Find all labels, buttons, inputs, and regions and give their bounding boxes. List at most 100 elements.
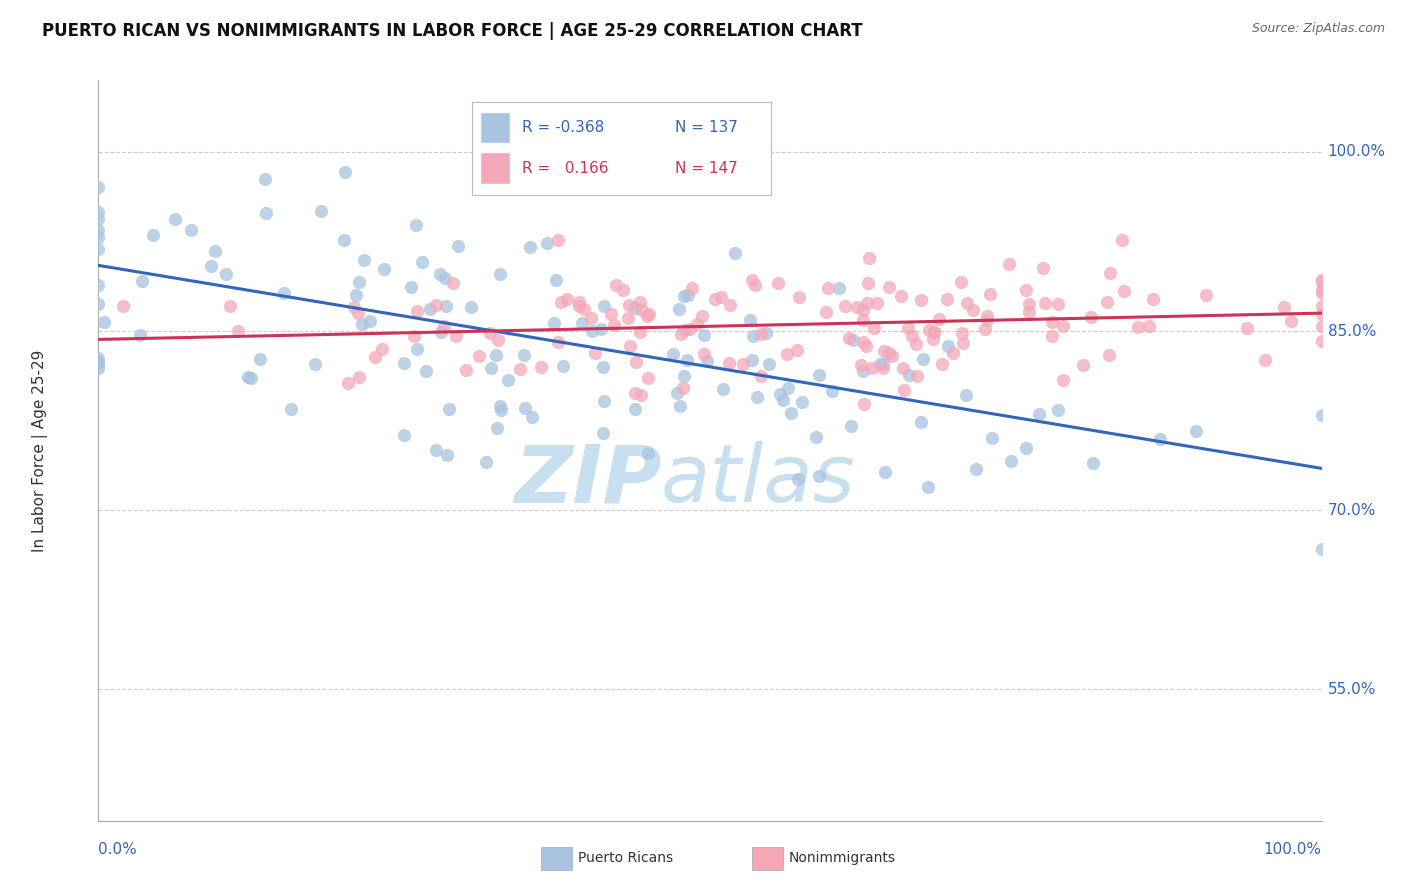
Point bbox=[347, 305, 370, 319]
Point bbox=[87, 351, 110, 365]
Point bbox=[744, 277, 766, 292]
Point bbox=[873, 344, 896, 359]
Point bbox=[852, 313, 875, 327]
Point bbox=[877, 279, 900, 293]
Point bbox=[779, 406, 801, 420]
Point bbox=[637, 446, 659, 460]
Point bbox=[998, 257, 1021, 271]
Point bbox=[856, 296, 879, 310]
Point bbox=[638, 306, 661, 320]
Point bbox=[901, 329, 924, 343]
Point bbox=[87, 355, 110, 369]
Text: Source: ZipAtlas.com: Source: ZipAtlas.com bbox=[1251, 22, 1385, 36]
Point bbox=[1236, 321, 1258, 335]
Point bbox=[745, 390, 768, 404]
Point bbox=[880, 349, 903, 363]
Point bbox=[893, 383, 915, 397]
Point bbox=[474, 455, 496, 469]
Point bbox=[1033, 296, 1056, 310]
Text: 55.0%: 55.0% bbox=[1327, 681, 1376, 697]
Point bbox=[496, 373, 519, 387]
Point bbox=[437, 402, 460, 417]
Point bbox=[866, 295, 889, 310]
Point bbox=[838, 331, 860, 345]
Point bbox=[547, 334, 569, 349]
Point bbox=[1111, 233, 1133, 247]
Point bbox=[592, 425, 614, 440]
Point bbox=[910, 415, 932, 429]
Point bbox=[912, 351, 935, 366]
Point bbox=[488, 399, 510, 413]
Point bbox=[976, 309, 998, 323]
Point bbox=[446, 329, 468, 343]
Point bbox=[924, 325, 946, 339]
Point bbox=[447, 239, 470, 253]
Point bbox=[631, 303, 654, 318]
Point bbox=[718, 298, 741, 312]
Point bbox=[976, 313, 998, 327]
Text: Nonimmigrants: Nonimmigrants bbox=[789, 851, 896, 865]
Point bbox=[405, 218, 427, 232]
Point bbox=[401, 280, 423, 294]
Point bbox=[592, 393, 614, 408]
Point bbox=[392, 356, 415, 370]
Point bbox=[520, 409, 543, 424]
Text: atlas: atlas bbox=[661, 441, 856, 519]
Point bbox=[536, 235, 558, 250]
Point bbox=[821, 384, 844, 398]
Point bbox=[891, 360, 914, 375]
Point bbox=[758, 357, 780, 371]
Point bbox=[974, 322, 997, 336]
Point bbox=[333, 233, 356, 247]
Point bbox=[87, 278, 110, 293]
Point bbox=[917, 323, 939, 337]
Point bbox=[852, 334, 875, 349]
Point bbox=[965, 462, 987, 476]
Point bbox=[392, 428, 415, 442]
Point bbox=[936, 338, 959, 352]
Point bbox=[942, 346, 965, 360]
Point bbox=[543, 316, 565, 330]
Point bbox=[350, 318, 373, 332]
Point bbox=[309, 204, 332, 219]
Point bbox=[1310, 299, 1333, 313]
Point bbox=[568, 299, 591, 313]
Point bbox=[434, 299, 457, 313]
Point bbox=[254, 206, 277, 220]
Point bbox=[950, 326, 973, 340]
Point bbox=[1099, 267, 1122, 281]
Point bbox=[530, 360, 553, 375]
Text: 0.0%: 0.0% bbox=[98, 842, 138, 857]
Point bbox=[1195, 288, 1218, 302]
Point bbox=[949, 275, 972, 289]
Point bbox=[593, 299, 616, 313]
Point bbox=[693, 327, 716, 342]
Point bbox=[373, 262, 395, 277]
Point bbox=[425, 443, 447, 458]
Point bbox=[890, 289, 912, 303]
Point bbox=[579, 310, 602, 325]
Point bbox=[619, 339, 641, 353]
Point bbox=[254, 171, 277, 186]
Point bbox=[200, 259, 222, 273]
Point bbox=[1073, 358, 1095, 372]
Point bbox=[441, 277, 464, 291]
Point bbox=[87, 230, 110, 244]
Point bbox=[636, 310, 658, 324]
Point bbox=[1040, 315, 1063, 329]
Point bbox=[1040, 329, 1063, 343]
Point bbox=[807, 469, 830, 483]
Point bbox=[509, 174, 531, 188]
Point bbox=[1014, 441, 1036, 455]
Point bbox=[1310, 319, 1333, 334]
Point bbox=[931, 357, 953, 371]
Point bbox=[905, 368, 928, 383]
Point bbox=[553, 359, 575, 373]
Point bbox=[454, 362, 477, 376]
Point bbox=[333, 165, 356, 179]
Point bbox=[956, 296, 979, 310]
Point bbox=[827, 281, 849, 295]
Point bbox=[858, 251, 880, 265]
Point bbox=[787, 290, 810, 304]
Point bbox=[863, 320, 886, 334]
